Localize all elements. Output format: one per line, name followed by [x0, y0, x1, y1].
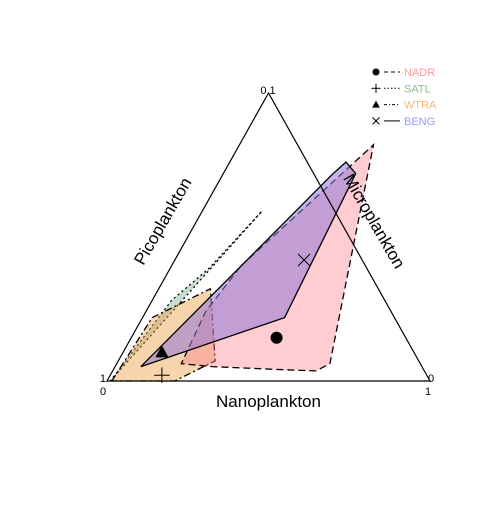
series-regions [109, 142, 375, 382]
tick-nano-1: 1 [425, 386, 431, 398]
legend-marker-wtra [372, 100, 380, 108]
legend: NADR SATL WTRA BENG [371, 67, 437, 128]
tick-nano-0: 0 [100, 386, 106, 398]
centroid-beng [297, 253, 311, 267]
region-beng [140, 161, 357, 368]
legend-marker-nadr [372, 68, 380, 76]
legend-label-beng: BENG [404, 116, 435, 128]
legend-label-satl: SATL [404, 83, 431, 95]
legend-label-nadr: NADR [404, 67, 435, 79]
centroid-nadr [270, 331, 283, 344]
centroid-satl [154, 367, 170, 384]
region-satl [109, 210, 263, 382]
tick-micro-0: 0 [428, 373, 434, 385]
axis-label-picoplankton: Picoplankton [130, 174, 195, 268]
triangle-frame [105, 91, 432, 382]
legend-label-wtra: WTRA [404, 100, 437, 112]
legend-item-satl: SATL [371, 83, 431, 95]
legend-marker-satl [371, 83, 381, 93]
axis-label-nanoplankton: Nanoplankton [216, 392, 321, 411]
centroid-wtra [155, 345, 169, 358]
tick-pico-1: 1 [100, 373, 106, 385]
tick-micro-1: 1 [270, 85, 276, 97]
centroid-markers [154, 253, 311, 384]
legend-item-beng: BENG [372, 116, 435, 128]
legend-marker-beng [372, 117, 380, 125]
legend-item-nadr: NADR [372, 67, 435, 79]
legend-item-wtra: WTRA [372, 100, 437, 112]
tick-pico-0: 0 [260, 85, 266, 97]
